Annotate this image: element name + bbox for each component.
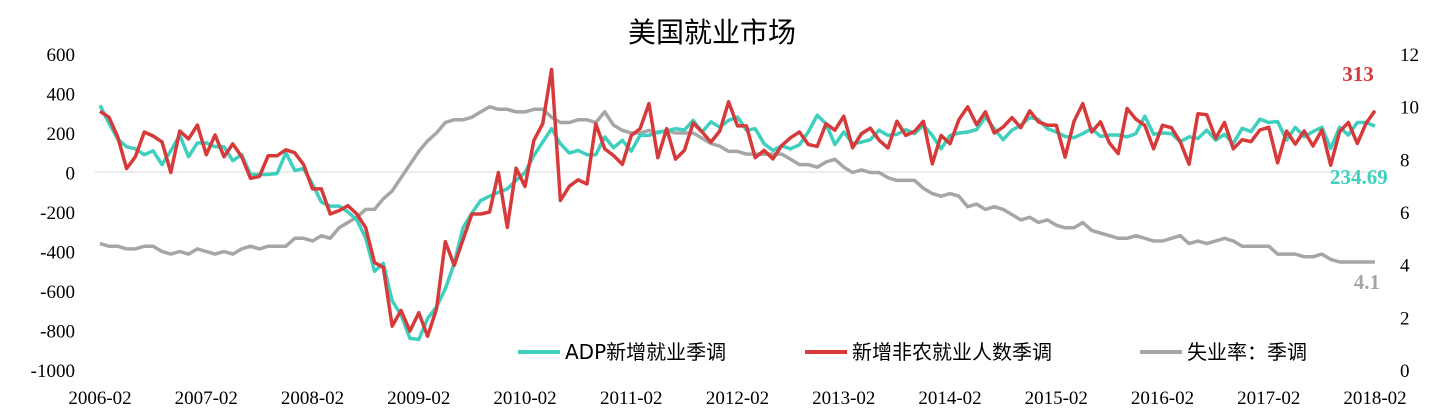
left-tick-label: 0 xyxy=(66,164,76,185)
x-axis-ticks: 2006-02 2007-02 2008-02 2009-02 2010-02 2011-… xyxy=(68,388,1406,409)
x-tick-label: 2008-02 xyxy=(281,388,344,409)
series-line-2 xyxy=(99,104,1375,264)
right-tick-label: 4 xyxy=(1400,256,1410,277)
right-tick-label: 6 xyxy=(1400,203,1410,224)
right-tick-label: 2 xyxy=(1400,308,1410,329)
x-tick-label: 2014-02 xyxy=(918,388,981,409)
left-tick-label: 600 xyxy=(47,45,76,66)
end-labels: 234.69 313 4.1 xyxy=(1330,62,1388,294)
x-tick-label: 2013-02 xyxy=(812,388,875,409)
x-tick-label: 2012-02 xyxy=(706,388,769,409)
legend-label: ADP新增就业季调 xyxy=(565,340,726,364)
x-tick-label: 2016-02 xyxy=(1131,388,1194,409)
x-tick-label: 2007-02 xyxy=(175,388,238,409)
x-tick-label: 2015-02 xyxy=(1025,388,1088,409)
x-tick-label: 2010-02 xyxy=(493,388,556,409)
right-tick-label: 0 xyxy=(1400,361,1410,382)
left-tick-label: 200 xyxy=(47,124,76,145)
right-axis-ticks: 12 10 8 6 4 2 0 xyxy=(1400,45,1419,382)
end-value-label: 234.69 xyxy=(1330,165,1388,189)
x-tick-label: 2009-02 xyxy=(387,388,450,409)
left-tick-label: -400 xyxy=(40,243,75,264)
left-tick-label: -600 xyxy=(40,282,75,303)
x-tick-label: 2018-02 xyxy=(1343,388,1406,409)
legend-item: 新增非农就业人数季调 xyxy=(805,340,1052,364)
series-line-0 xyxy=(98,104,1376,342)
right-tick-label: 8 xyxy=(1400,150,1410,171)
left-tick-label: 400 xyxy=(47,85,76,106)
series-lines xyxy=(98,67,1377,342)
end-value-label: 4.1 xyxy=(1354,270,1380,294)
legend-item: 失业率：季调 xyxy=(1140,340,1307,364)
x-tick-label: 2006-02 xyxy=(68,388,131,409)
left-tick-label: -1000 xyxy=(31,361,75,382)
legend-item: ADP新增就业季调 xyxy=(518,340,726,364)
chart-title: 美国就业市场 xyxy=(628,16,796,49)
legend: ADP新增就业季调 新增非农就业人数季调 失业率：季调 xyxy=(518,340,1307,364)
legend-label: 失业率：季调 xyxy=(1187,340,1307,364)
left-tick-label: -200 xyxy=(40,203,75,224)
series-line-1 xyxy=(99,67,1377,338)
left-axis-ticks: 600 400 200 0 -200 -400 -600 -800 -1000 xyxy=(31,45,75,382)
right-tick-label: 12 xyxy=(1400,45,1419,66)
legend-label: 新增非农就业人数季调 xyxy=(852,340,1052,364)
left-tick-label: -800 xyxy=(40,322,75,343)
end-value-label: 313 xyxy=(1342,62,1374,86)
right-tick-label: 10 xyxy=(1400,98,1419,119)
x-tick-label: 2017-02 xyxy=(1237,388,1300,409)
x-tick-label: 2011-02 xyxy=(600,388,663,409)
